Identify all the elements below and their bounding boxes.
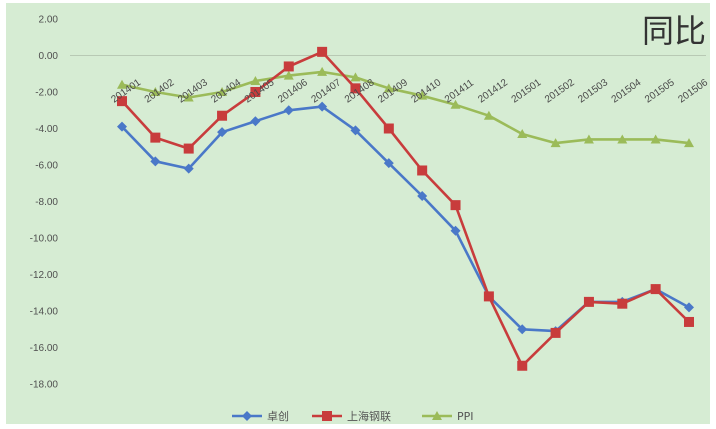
data-point: [317, 46, 328, 57]
data-point: [117, 96, 127, 107]
data-point: [684, 302, 694, 313]
y-tick-label: -2.00: [35, 88, 58, 99]
data-point: [317, 66, 328, 76]
data-point: [517, 360, 528, 371]
data-point: [583, 296, 594, 307]
data-point: [183, 163, 194, 174]
data-point: [217, 87, 228, 96]
data-point: [350, 125, 361, 136]
data-point: [283, 70, 294, 80]
legend-marker: [322, 411, 332, 421]
data-point: [250, 116, 261, 127]
y-tick-label: -6.00: [35, 161, 58, 172]
data-point: [350, 83, 361, 94]
chart-title: 同比: [642, 12, 706, 50]
y-tick-label: -8.00: [35, 197, 58, 208]
y-tick-label: -4.00: [35, 124, 58, 135]
data-point: [150, 132, 161, 143]
y-axis: 2.00 0.00 -2.00 -4.00 -6.00 -8.00 -10.00 -12.00…: [30, 15, 59, 391]
legend-label: 上海钢联: [347, 409, 391, 423]
legend: 卓创 上海钢联 PPI: [232, 409, 474, 423]
data-point: [550, 138, 561, 148]
data-point: [183, 143, 194, 154]
data-point: [483, 291, 494, 302]
legend-marker: [242, 411, 252, 421]
data-point: [350, 72, 361, 82]
data-point: [183, 92, 194, 102]
y-tick-label: -16.00: [30, 343, 59, 354]
data-point: [317, 101, 328, 112]
data-point: [250, 87, 261, 97]
data-point: [650, 284, 661, 295]
data-point: [450, 99, 461, 109]
data-point: [117, 121, 127, 132]
series-layer: [117, 46, 694, 371]
y-tick-label: 0.00: [39, 51, 59, 62]
y-tick-label: 2.00: [39, 15, 59, 26]
data-point: [450, 200, 461, 211]
data-point: [417, 191, 428, 202]
series-line: [121, 50, 690, 368]
y-tick-label: -12.00: [30, 270, 59, 281]
data-point: [417, 165, 428, 176]
data-point: [383, 83, 394, 93]
data-point: [383, 158, 394, 169]
data-point: [550, 327, 561, 338]
legend-label: PPI: [457, 410, 474, 423]
chart-background: [6, 3, 710, 424]
y-tick-label: -14.00: [30, 307, 59, 318]
legend-marker: [432, 411, 442, 420]
legend-label: 卓创: [267, 410, 289, 423]
data-point: [617, 298, 628, 309]
data-point: [617, 134, 628, 144]
y-tick-label: -10.00: [30, 234, 59, 245]
data-point: [150, 156, 161, 167]
data-point: [217, 127, 228, 138]
series-line: [121, 70, 690, 145]
data-point: [383, 123, 394, 134]
data-point: [417, 90, 428, 100]
data-point: [283, 105, 294, 116]
data-point: [117, 79, 127, 89]
data-point: [450, 225, 461, 236]
series-2: [117, 66, 694, 148]
data-point: [684, 316, 694, 327]
data-point: [650, 134, 661, 144]
y-tick-label: -18.00: [30, 380, 59, 391]
series-1: [117, 46, 694, 371]
data-point: [583, 134, 594, 144]
data-point: [517, 128, 528, 138]
data-point: [250, 76, 261, 86]
data-point: [217, 110, 228, 121]
data-point: [283, 61, 294, 72]
data-point: [684, 138, 694, 148]
data-point: [150, 87, 161, 96]
data-point: [483, 110, 494, 120]
data-point: [517, 324, 528, 335]
